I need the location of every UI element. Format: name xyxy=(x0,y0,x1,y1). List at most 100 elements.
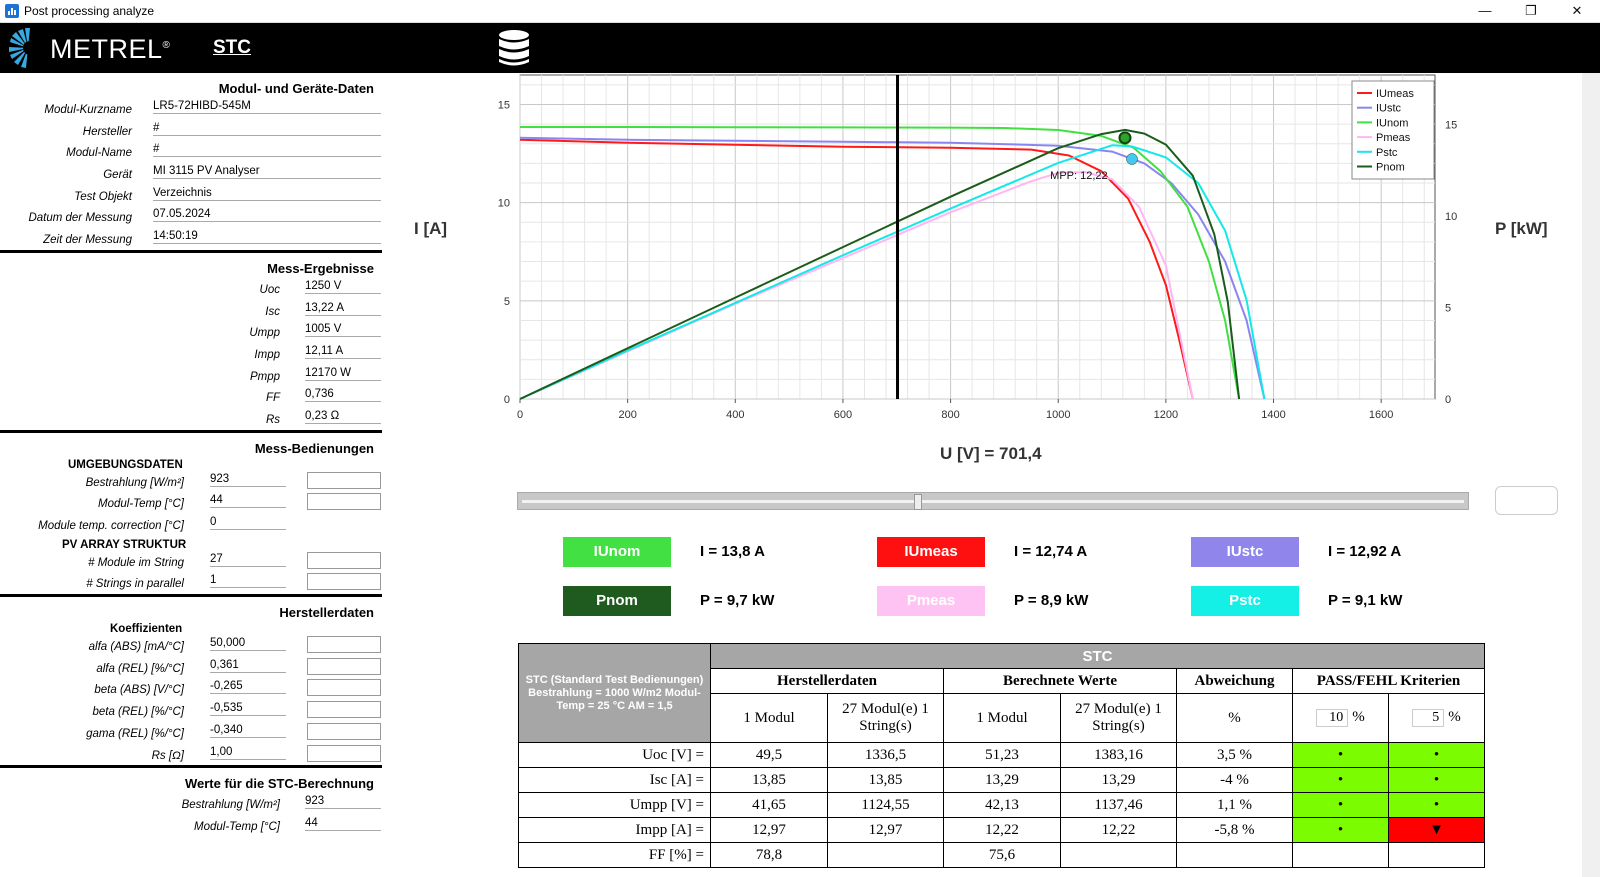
close-button[interactable]: ✕ xyxy=(1571,3,1583,18)
field-value[interactable]: 27 xyxy=(210,553,286,567)
field-row: # Strings in parallel 1 xyxy=(0,572,382,594)
pass-cell-2: • xyxy=(1388,767,1485,793)
override-input[interactable] xyxy=(307,636,381,654)
modul-section-title: Modul- und Geräte-Daten xyxy=(218,81,374,96)
minimize-button[interactable]: — xyxy=(1478,3,1492,18)
cell-dev: -5,8 % xyxy=(1176,817,1293,843)
database-icon[interactable] xyxy=(496,29,532,67)
cell-dev: -4 % xyxy=(1176,767,1293,793)
override-input[interactable] xyxy=(307,471,381,489)
override-input[interactable] xyxy=(307,701,381,719)
field-value: # xyxy=(153,122,381,136)
series-line-pnom xyxy=(519,128,1241,400)
legend-label: Pnom xyxy=(1376,162,1405,174)
field-value[interactable]: 1 xyxy=(210,574,286,589)
field-value[interactable]: 50,000 xyxy=(210,637,286,652)
mpp-label: MPP: 12,22 xyxy=(1050,170,1107,182)
override-input[interactable] xyxy=(307,493,381,511)
x-tick-label: 1200 xyxy=(1154,409,1178,421)
x-tick-label: 1400 xyxy=(1261,409,1285,421)
x-axis-label: U [V] = 701,4 xyxy=(940,444,1042,463)
field-value: 07.05.2024 xyxy=(153,208,381,223)
y-axis-label: I [A] xyxy=(414,219,447,238)
override-input[interactable] xyxy=(307,551,381,569)
iv-pv-chart[interactable]: I [A] P [kW] 0 200 400 600 800 1000 1200 1400 16… xyxy=(410,73,1582,483)
field-label: alfa (REL) [%/°C] xyxy=(96,662,184,675)
cell-c2 xyxy=(827,842,944,868)
field-label: # Module im String xyxy=(88,556,184,569)
field-row: gama (REL) [%/°C] -0,340 xyxy=(0,722,382,744)
field-row: Gerät MI 3115 PV Analyser xyxy=(0,163,382,185)
vertical-scrollbar[interactable] xyxy=(1582,73,1600,877)
override-input[interactable] xyxy=(307,679,381,697)
field-label: Modul-Kurzname xyxy=(44,104,132,116)
field-label: beta (ABS) [V/°C] xyxy=(94,684,184,697)
readout-badge-iustc[interactable]: IUstc xyxy=(1191,537,1299,567)
stc-results-table: STC (Standard Test Bedienungen) Bestrahl… xyxy=(518,643,1485,868)
readout-value-iustc: I = 12,92 A xyxy=(1328,543,1402,560)
cell-dev xyxy=(1176,842,1293,868)
cell-c3: 12,22 xyxy=(943,817,1061,843)
window-title: Post processing analyze xyxy=(24,4,155,18)
field-label: Test Objekt xyxy=(74,190,132,203)
slider-thumb[interactable] xyxy=(913,494,922,510)
cell-dev: 3,5 % xyxy=(1176,742,1293,768)
crit1-cell: 10% xyxy=(1292,693,1389,743)
field-label: Rs [Ω] xyxy=(151,749,184,762)
field-value: 923 xyxy=(305,795,381,810)
sub-string-b: 27 Modul(e) 1 String(s) xyxy=(1060,693,1177,743)
pass-cell-1: • xyxy=(1292,817,1389,843)
row-label: Isc [A] = xyxy=(518,767,711,793)
field-label: Isc xyxy=(265,305,280,318)
field-value[interactable]: 44 xyxy=(210,494,286,509)
cell-dev: 1,1 % xyxy=(1176,792,1293,818)
cell-c2: 12,97 xyxy=(827,817,944,843)
readout-badge-pmeas[interactable]: Pmeas xyxy=(877,586,985,616)
readout-badge-pnom[interactable]: Pnom xyxy=(563,586,671,616)
mode-title[interactable]: STC xyxy=(213,37,251,58)
field-value[interactable]: 0,361 xyxy=(210,659,286,673)
field-label: Pmpp xyxy=(249,370,280,383)
x-tick-label: 200 xyxy=(618,409,636,421)
table-corner-note: STC (Standard Test Bedienungen) Bestrahl… xyxy=(518,643,711,743)
readout-badge-iunom[interactable]: IUnom xyxy=(563,537,671,567)
cell-c3: 75,6 xyxy=(943,842,1061,868)
pass-cell-2: • xyxy=(1388,742,1485,768)
field-label: Module temp. correction [°C] xyxy=(38,520,184,532)
table-row: Isc [A] = 13,85 13,85 13,29 13,29 -4 % • • xyxy=(518,767,1485,793)
override-input[interactable] xyxy=(307,573,381,591)
field-row: beta (ABS) [V/°C] -0,265 xyxy=(0,678,382,700)
field-label: Modul-Temp [°C] xyxy=(98,498,184,511)
series-line-iustc xyxy=(519,136,1266,400)
metrel-logo-icon xyxy=(9,28,37,68)
field-row: alfa (ABS) [mA/°C] 50,000 xyxy=(0,635,382,657)
row-label: Uoc [V] = xyxy=(518,742,711,768)
voltage-slider[interactable] xyxy=(517,492,1469,510)
left-panel: Modul- und Geräte-Daten Modul-Kurzname LR… xyxy=(0,73,382,877)
field-row: Modul-Name # xyxy=(0,141,382,163)
override-input[interactable] xyxy=(307,744,381,762)
maximize-button[interactable]: ❐ xyxy=(1525,3,1537,18)
slider-value-field[interactable] xyxy=(1495,486,1558,515)
crit1-input[interactable]: 10 xyxy=(1316,709,1349,727)
field-value[interactable]: -0,535 xyxy=(210,702,286,717)
override-input[interactable] xyxy=(307,722,381,740)
field-row: Modul-Temp [°C] 44 xyxy=(0,815,382,837)
field-value[interactable]: 0 xyxy=(210,516,286,530)
readout-badge-pstc[interactable]: Pstc xyxy=(1191,586,1299,616)
field-label: FF xyxy=(265,392,280,405)
field-value[interactable]: -0,340 xyxy=(210,724,286,738)
field-value[interactable]: 923 xyxy=(210,473,286,487)
field-label: Impp xyxy=(254,348,280,361)
hersteller-section-title: Herstellerdaten xyxy=(279,605,374,621)
override-input[interactable] xyxy=(307,657,381,675)
cell-c3: 42,13 xyxy=(943,792,1061,818)
crit2-input[interactable]: 5 xyxy=(1412,709,1445,727)
koeff-subtitle: Koeffizienten xyxy=(110,623,183,636)
field-value[interactable]: 1,00 xyxy=(210,746,286,760)
y2-tick-label: 5 xyxy=(1445,302,1451,314)
field-value: 1005 V xyxy=(305,323,381,338)
field-value[interactable]: -0,265 xyxy=(210,680,286,695)
field-row: Datum der Messung 07.05.2024 xyxy=(0,206,382,228)
readout-badge-iumeas[interactable]: IUmeas xyxy=(877,537,985,567)
